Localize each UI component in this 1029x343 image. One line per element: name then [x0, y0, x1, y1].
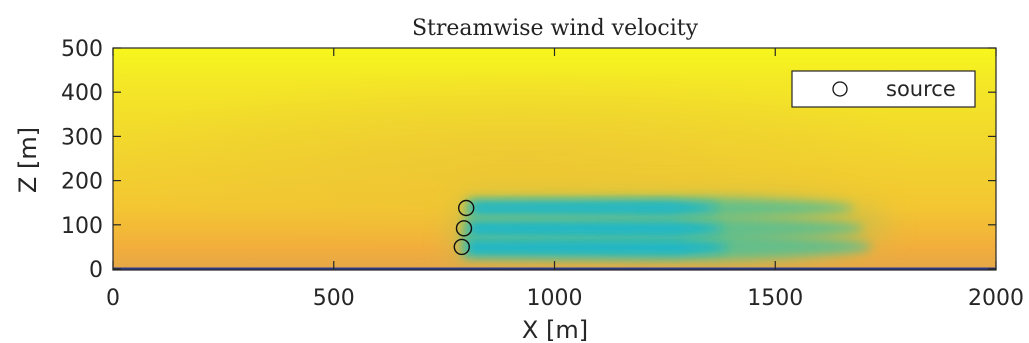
y-axis-label: Z [m]: [14, 127, 42, 193]
x-tick-label: 1000: [527, 286, 583, 311]
y-tick-label: 500: [61, 37, 103, 62]
legend-box: [791, 70, 976, 108]
wake-region-core: [469, 220, 724, 236]
legend-entry-source: source: [886, 77, 956, 101]
x-tick-label: 2000: [968, 286, 1024, 311]
x-tick-label: 0: [106, 286, 120, 311]
legend: source: [791, 70, 976, 108]
source-marker: [458, 199, 475, 217]
wake-layer: [452, 195, 891, 263]
source-marker: [453, 238, 470, 256]
source-marker: [455, 220, 473, 237]
y-tick-label: 0: [89, 258, 103, 283]
legend-marker-icon: [832, 81, 848, 97]
axis-ticks: 0 500 1000 1500 2000 0 100 200 300 400 500: [61, 37, 1024, 311]
y-tick-label: 300: [61, 125, 103, 150]
x-tick-label: 1500: [747, 286, 803, 311]
wake-region-core: [472, 201, 719, 215]
chart-title: Streamwise wind velocity: [412, 16, 699, 41]
y-tick-label: 400: [61, 81, 103, 106]
source-markers: [453, 199, 475, 256]
y-tick-label: 200: [61, 170, 103, 195]
x-tick-label: 500: [313, 286, 355, 311]
wake-region-core: [467, 238, 729, 256]
x-axis-label: X [m]: [522, 316, 588, 343]
y-tick-label: 100: [61, 214, 103, 239]
